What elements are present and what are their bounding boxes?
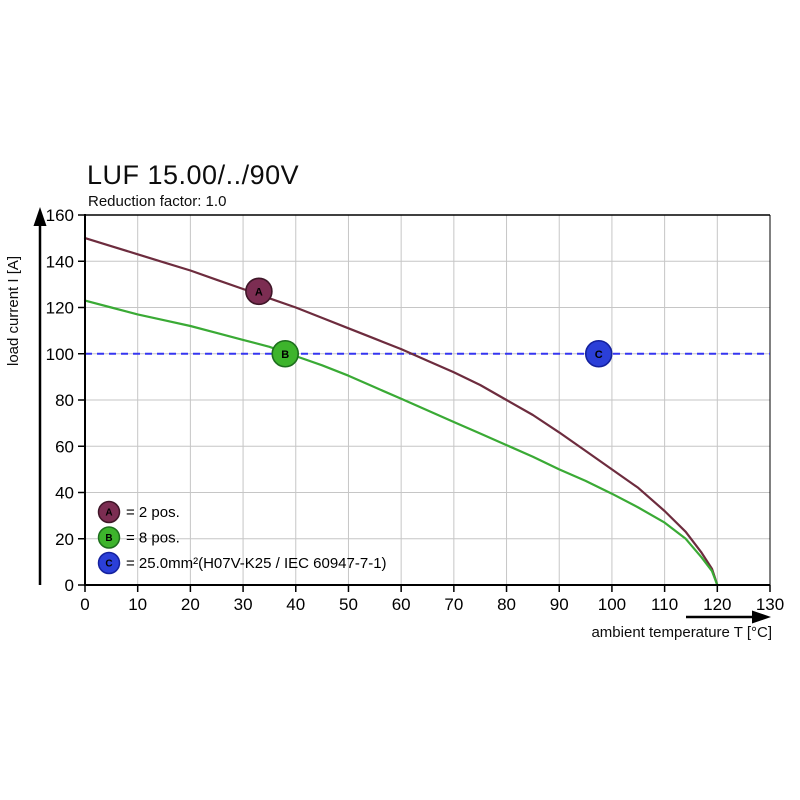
y-tick-label: 20: [55, 530, 74, 549]
legend-marker-B: [97, 526, 121, 549]
y-tick-label: 80: [55, 391, 74, 410]
x-tick-label: 120: [703, 595, 731, 614]
x-tick-label: 80: [497, 595, 516, 614]
y-tick-label: 140: [46, 252, 74, 271]
x-tick-label: 30: [234, 595, 253, 614]
x-tick-label: 90: [550, 595, 569, 614]
legend-marker-A-letter: A: [105, 508, 112, 519]
marker-A: [245, 277, 273, 306]
curve-A: [83, 237, 719, 587]
legend-label-B: = 8 pos.: [126, 530, 180, 547]
marker-C-letter: C: [595, 349, 603, 361]
marker-B: [271, 339, 300, 368]
y-tick-label: 120: [46, 299, 74, 318]
y-tick-label: 160: [46, 206, 74, 225]
x-tick-label: 0: [80, 595, 89, 614]
x-tick-label: 50: [339, 595, 358, 614]
chart-subtitle: Reduction factor: 1.0: [88, 193, 227, 210]
y-tick-label: 60: [55, 437, 74, 456]
y-axis-arrow-head: [33, 207, 47, 226]
x-tick-label: 110: [651, 595, 678, 614]
marker-A-letter: A: [255, 286, 263, 298]
legend-label-C: = 25.0mm²(H07V-K25 / IEC 60947-7-1): [126, 555, 387, 572]
marker-B-letter: B: [281, 349, 289, 361]
x-tick-label: 60: [392, 595, 411, 614]
legend-marker-C: [97, 551, 121, 575]
x-tick-label: 70: [444, 595, 463, 614]
legend-marker-B-letter: B: [105, 533, 112, 544]
y-tick-label: 40: [55, 484, 74, 503]
marker-C: [584, 339, 613, 368]
x-axis-arrow-head: [752, 610, 771, 624]
x-tick-label: 40: [286, 595, 305, 614]
x-tick-label: 100: [598, 595, 626, 614]
y-tick-label: 100: [46, 345, 74, 364]
y-tick-label: 0: [65, 576, 74, 595]
x-tick-label: 20: [181, 595, 200, 614]
curve-B: [83, 299, 719, 587]
x-axis-label: ambient temperature T [°C]: [591, 624, 772, 641]
legend-marker-C-letter: C: [105, 559, 112, 570]
chart-title: LUF 15.00/../90V: [87, 160, 300, 190]
legend-marker-A: [97, 500, 121, 524]
x-tick-label: 10: [128, 595, 147, 614]
legend-label-A: = 2 pos.: [126, 504, 180, 521]
x-tick-label: 130: [756, 595, 784, 614]
